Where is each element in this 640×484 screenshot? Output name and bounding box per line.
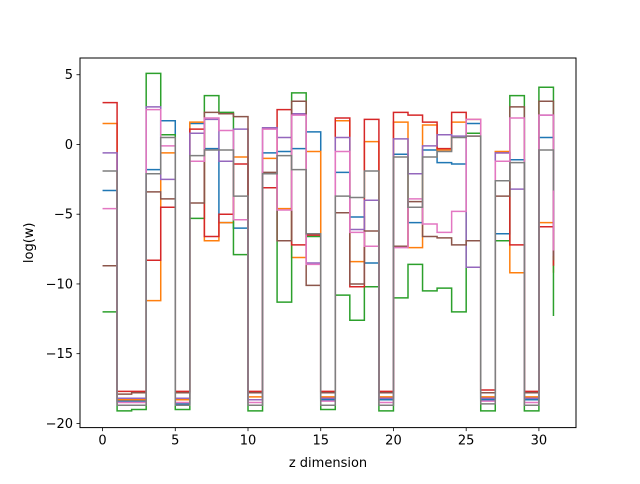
x-axis-ticks: 0 5 10 15 20 25 30 [98, 427, 548, 449]
x-tick-label: 15 [312, 434, 329, 449]
axes-frame [79, 57, 577, 429]
y-tick-label: −5 [54, 208, 73, 223]
y-axis-label: log(w) [22, 223, 37, 264]
y-tick-label: −20 [46, 417, 73, 432]
y-tick-label: 5 [65, 68, 73, 83]
x-tick-label: 0 [98, 434, 106, 449]
series-line-8 [102, 135, 555, 407]
x-tick-label: 5 [171, 434, 179, 449]
x-tick-label: 25 [458, 434, 475, 449]
y-tick-label: 0 [65, 138, 73, 153]
x-tick-label: 30 [531, 434, 548, 449]
y-axis-ticks: 5 0 −5 −10 −15 −20 [46, 68, 80, 432]
plot-series-group [102, 72, 555, 412]
x-axis-label: z dimension [289, 456, 367, 471]
x-tick-label: 20 [385, 434, 402, 449]
x-tick-label: 10 [240, 434, 257, 449]
y-tick-label: −15 [46, 347, 73, 362]
y-tick-label: −10 [46, 277, 73, 292]
